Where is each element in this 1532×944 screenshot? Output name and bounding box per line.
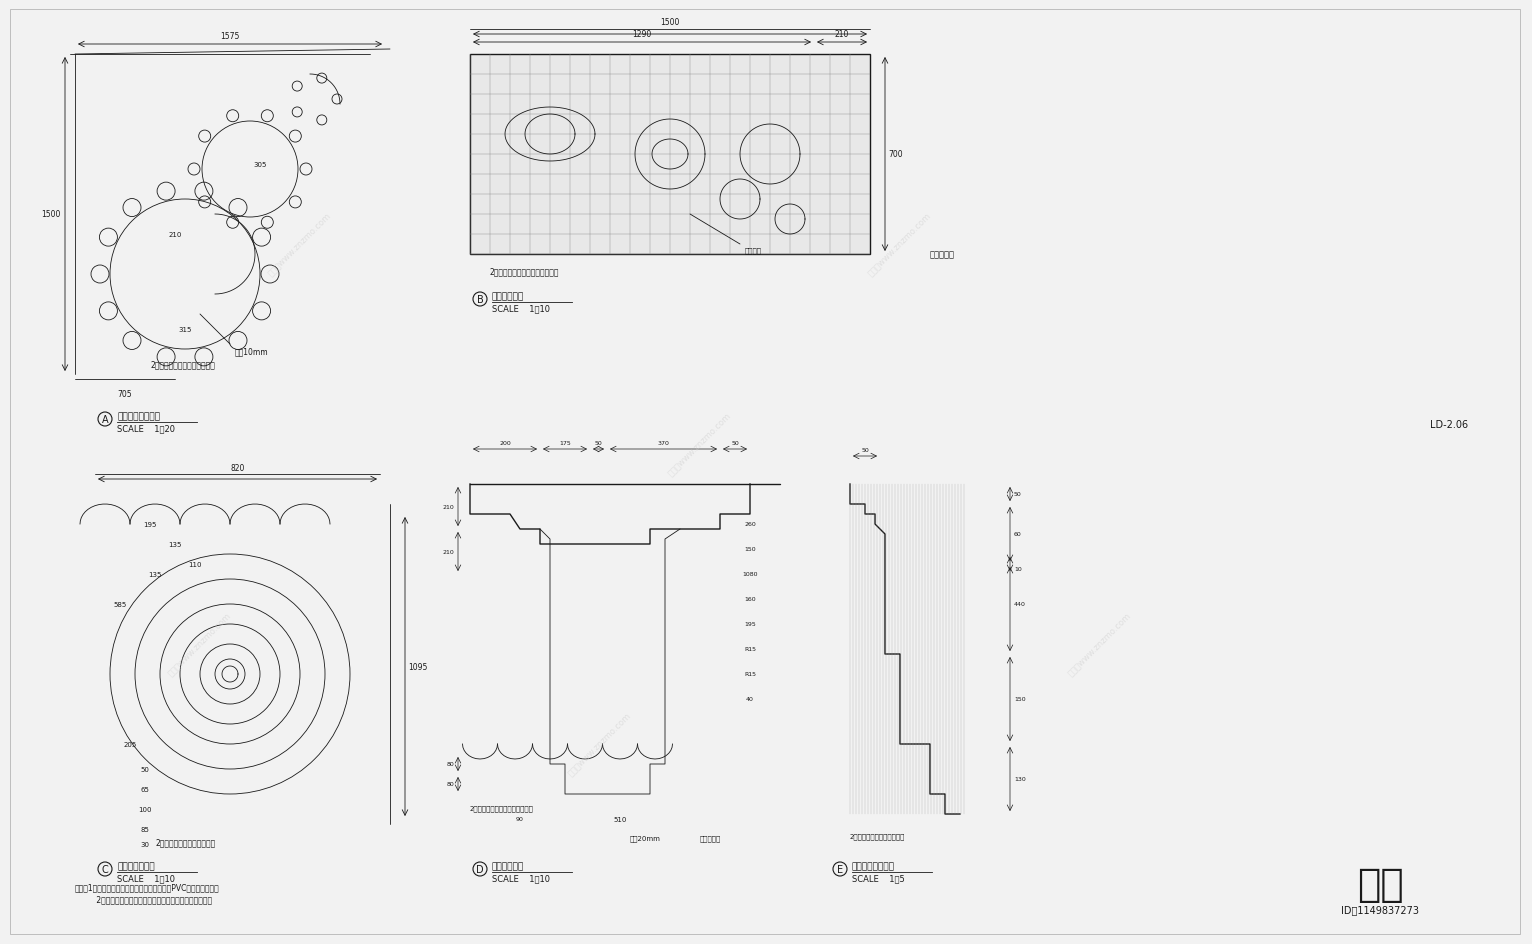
Text: 2厚镀锌板，面层钢磨石涂覆: 2厚镀锌板，面层钢磨石涂覆 bbox=[850, 832, 905, 838]
Text: 705: 705 bbox=[118, 390, 132, 398]
Text: 305: 305 bbox=[253, 161, 267, 168]
Text: 200: 200 bbox=[499, 441, 510, 446]
Text: 知末网www.znzmo.com: 知末网www.znzmo.com bbox=[167, 611, 233, 678]
Text: 205: 205 bbox=[124, 741, 136, 748]
Text: C: C bbox=[101, 864, 109, 874]
Text: 65: 65 bbox=[141, 786, 150, 792]
Text: SCALE    1：10: SCALE 1：10 bbox=[492, 304, 550, 313]
Text: 门头飘檐大样详图: 门头飘檐大样详图 bbox=[116, 413, 159, 421]
Text: 315: 315 bbox=[178, 327, 192, 332]
Text: 灰色铝塑板: 灰色铝塑板 bbox=[700, 834, 722, 841]
Text: D: D bbox=[476, 864, 484, 874]
Text: 1290: 1290 bbox=[633, 30, 651, 39]
Text: 备注：1、所有镀锌板磨光切割边型围边双面贴PVC，面层钢磨石漆: 备注：1、所有镀锌板磨光切割边型围边双面贴PVC，面层钢磨石漆 bbox=[75, 882, 219, 891]
Text: 150: 150 bbox=[1014, 697, 1025, 701]
Text: 1500: 1500 bbox=[41, 211, 61, 219]
Text: 80: 80 bbox=[446, 762, 453, 767]
Text: 门头样图六: 门头样图六 bbox=[930, 250, 954, 260]
Text: 知末网www.znzmo.com: 知末网www.znzmo.com bbox=[567, 711, 633, 778]
Text: 150: 150 bbox=[745, 547, 755, 552]
Text: 内切10mm: 内切10mm bbox=[234, 346, 268, 356]
Text: 195: 195 bbox=[144, 521, 156, 528]
Text: 50: 50 bbox=[731, 441, 738, 446]
Text: 角花大样详图: 角花大样详图 bbox=[492, 293, 524, 301]
Text: 知末网www.znzmo.com: 知末网www.znzmo.com bbox=[666, 412, 734, 478]
Text: 80: 80 bbox=[446, 782, 453, 786]
Text: 50: 50 bbox=[594, 441, 602, 446]
Text: 175: 175 bbox=[559, 441, 571, 446]
Text: ID：1149837273: ID：1149837273 bbox=[1340, 904, 1419, 914]
Text: 90: 90 bbox=[516, 817, 524, 821]
Text: 110: 110 bbox=[188, 562, 202, 567]
Text: R15: R15 bbox=[745, 672, 755, 677]
Text: 知末网www.znzmo.com: 知末网www.znzmo.com bbox=[267, 211, 334, 278]
Text: 60: 60 bbox=[1014, 531, 1022, 537]
Text: 10: 10 bbox=[1014, 567, 1022, 572]
Bar bbox=[470, 55, 870, 255]
Text: 2厚镀锌板，面层钢磨石涂覆: 2厚镀锌板，面层钢磨石涂覆 bbox=[155, 837, 216, 846]
Text: 镂空部分: 镂空部分 bbox=[745, 246, 761, 253]
Text: 30: 30 bbox=[141, 841, 150, 847]
Text: 知末网www.znzmo.com: 知末网www.znzmo.com bbox=[1066, 611, 1134, 678]
Text: 100: 100 bbox=[138, 806, 152, 812]
Text: 50: 50 bbox=[861, 447, 869, 452]
Text: SCALE    1：10: SCALE 1：10 bbox=[492, 873, 550, 883]
Text: 50: 50 bbox=[141, 767, 150, 772]
Text: SCALE    1：5: SCALE 1：5 bbox=[852, 873, 905, 883]
Text: LD-2.06: LD-2.06 bbox=[1429, 419, 1468, 430]
Text: 135: 135 bbox=[169, 542, 182, 548]
Text: 130: 130 bbox=[1014, 777, 1026, 782]
Text: 260: 260 bbox=[745, 522, 755, 527]
Text: 1080: 1080 bbox=[741, 572, 758, 577]
Text: 基座石材大样详图: 基座石材大样详图 bbox=[852, 862, 895, 870]
Text: 1575: 1575 bbox=[221, 32, 239, 41]
Text: 屋脊大样详图: 屋脊大样详图 bbox=[492, 862, 524, 870]
Text: 510: 510 bbox=[613, 817, 627, 822]
Text: 2、门头屋檐龙骨结构需要专业单位二次深化设计及施工: 2、门头屋檐龙骨结构需要专业单位二次深化设计及施工 bbox=[75, 894, 211, 903]
Text: 抱鼓石大样详图: 抱鼓石大样详图 bbox=[116, 862, 155, 870]
Text: R15: R15 bbox=[745, 647, 755, 651]
Text: SCALE    1：10: SCALE 1：10 bbox=[116, 873, 175, 883]
Text: 2厚镀锌板，面层钢磨石涂覆基底: 2厚镀锌板，面层钢磨石涂覆基底 bbox=[470, 804, 533, 811]
Text: B: B bbox=[476, 295, 484, 305]
Text: 160: 160 bbox=[745, 597, 755, 602]
Text: 50: 50 bbox=[1014, 492, 1022, 497]
Text: 知末网www.znzmo.com: 知末网www.znzmo.com bbox=[867, 211, 933, 278]
Text: 585: 585 bbox=[113, 601, 127, 607]
Text: 210: 210 bbox=[443, 549, 453, 554]
Text: 85: 85 bbox=[141, 826, 150, 832]
Text: 2厚镀锌板，面层钢磨石涂覆角花: 2厚镀锌板，面层钢磨石涂覆角花 bbox=[490, 267, 559, 276]
Text: 210: 210 bbox=[169, 232, 182, 238]
Text: SCALE    1：20: SCALE 1：20 bbox=[116, 424, 175, 433]
Text: 210: 210 bbox=[443, 504, 453, 510]
Text: 370: 370 bbox=[657, 441, 669, 446]
Text: 40: 40 bbox=[746, 697, 754, 701]
Text: 210: 210 bbox=[835, 30, 849, 39]
Text: 1500: 1500 bbox=[660, 18, 680, 27]
Text: 2厚镀锌板，面层钢磨石涂覆槽: 2厚镀锌板，面层钢磨石涂覆槽 bbox=[150, 360, 214, 368]
Text: A: A bbox=[101, 414, 109, 425]
Text: 135: 135 bbox=[149, 571, 162, 578]
Text: 内切20mm: 内切20mm bbox=[630, 834, 660, 841]
Text: 700: 700 bbox=[889, 150, 902, 160]
Text: 知末: 知末 bbox=[1357, 865, 1403, 903]
Text: 195: 195 bbox=[745, 622, 755, 627]
Text: E: E bbox=[836, 864, 843, 874]
Text: 1095: 1095 bbox=[408, 663, 427, 671]
Text: 440: 440 bbox=[1014, 602, 1026, 607]
Text: 820: 820 bbox=[230, 464, 245, 473]
